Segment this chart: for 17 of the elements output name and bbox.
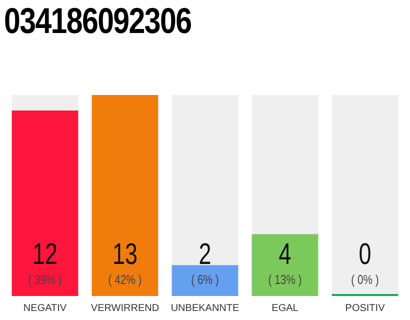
x-tick-label: POSITIV — [345, 302, 386, 314]
chart-title: 034186092306 — [4, 0, 192, 42]
bar — [172, 265, 238, 296]
x-tick-label: UNBEKANNTE — [170, 302, 240, 314]
annotation: ( 42% ) — [108, 272, 142, 288]
annotation: ( 0% ) — [351, 272, 379, 288]
x-tick-label: VERWIRREND — [90, 302, 160, 314]
data-label: 13 — [112, 236, 138, 271]
annotation: ( 13% ) — [268, 272, 302, 288]
data-label: 4 — [278, 236, 292, 271]
data-label: 0 — [358, 236, 372, 271]
annotation: ( 6% ) — [191, 272, 219, 288]
x-tick-label: EGAL — [272, 302, 299, 314]
data-label: 12 — [32, 236, 58, 271]
data-label: 2 — [198, 236, 212, 271]
x-tick-label: NEGATIV — [23, 302, 67, 314]
annotation: ( 39% ) — [28, 272, 62, 288]
